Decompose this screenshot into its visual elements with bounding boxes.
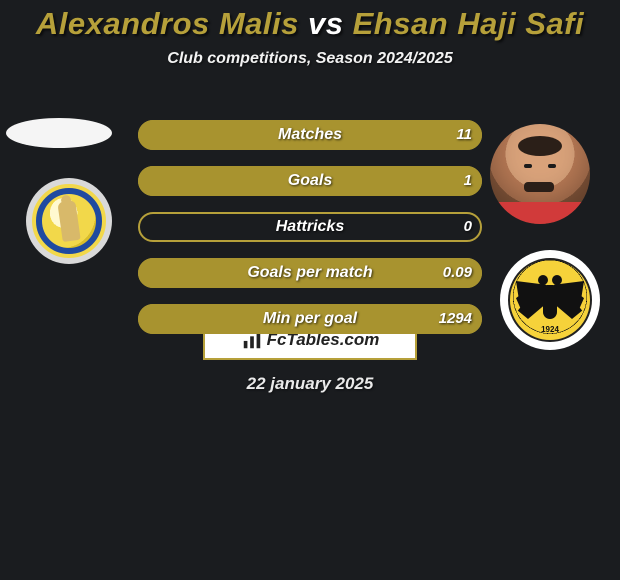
footer-date: 22 january 2025 (0, 374, 620, 394)
stat-row: Goals1 (138, 166, 482, 196)
panaitolikos-crest-icon (32, 184, 106, 258)
page-subtitle: Club competitions, Season 2024/2025 (0, 50, 620, 68)
stat-row: Matches11 (138, 120, 482, 150)
stat-label: Goals per match (138, 258, 482, 288)
stat-label: Min per goal (138, 304, 482, 334)
stat-label: Matches (138, 120, 482, 150)
page-title: Alexandros Malis vs Ehsan Haji Safi (0, 0, 620, 42)
stat-value-right: 0 (464, 212, 472, 242)
stat-row: Goals per match0.09 (138, 258, 482, 288)
club-right-badge: 1924 (500, 250, 600, 350)
stat-bars: Matches11 Goals1 Hattricks0 Goals per match… (138, 120, 482, 350)
title-left: Alexandros Malis (36, 6, 299, 41)
stat-value-right: 11 (456, 120, 472, 150)
player-face-icon (490, 124, 590, 224)
title-right: Ehsan Haji Safi (353, 6, 584, 41)
stat-value-right: 0.09 (443, 258, 472, 288)
club-left-badge (26, 178, 112, 264)
stat-value-right: 1294 (439, 304, 472, 334)
stat-row: Hattricks0 (138, 212, 482, 242)
aek-crest-icon: 1924 (508, 258, 592, 342)
stat-value-right: 1 (464, 166, 472, 196)
player-right-avatar (490, 124, 590, 224)
title-vs: vs (308, 6, 343, 41)
stat-label: Goals (138, 166, 482, 196)
stat-row: Min per goal1294 (138, 304, 482, 334)
stat-label: Hattricks (138, 212, 482, 242)
player-left-avatar (6, 118, 112, 148)
